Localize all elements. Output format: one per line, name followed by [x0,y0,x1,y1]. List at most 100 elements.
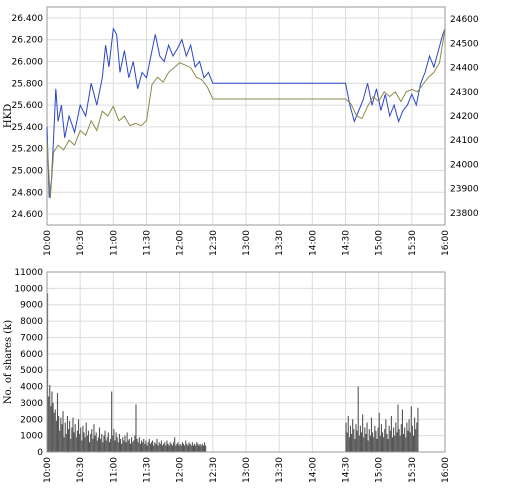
volume-bar [92,438,94,452]
volume-bar [181,442,183,452]
price-line [46,27,446,198]
volume-bar [166,440,168,452]
volume-bar [369,435,371,452]
volume-bar [111,391,113,452]
volume-bar [410,406,412,452]
volume-bar [188,442,190,452]
volume-bar [179,443,181,452]
volume-bar [385,419,387,452]
volume-x-tick-label: 12:00 [176,457,186,483]
volume-x-tick-label: 15:30 [408,457,418,483]
volume-bar [137,442,139,452]
volume-y-tick-label: 5000 [20,366,43,376]
volume-bar [347,416,349,452]
volume-bar [89,442,91,452]
volume-bar [391,437,394,452]
volume-bar [348,437,350,452]
price-x-tick-label: 14:00 [308,230,318,256]
volume-bar [196,442,198,452]
volume-bar [378,412,380,452]
volume-bar [59,430,61,452]
volume-bar [356,430,358,452]
volume-bar [159,443,161,452]
volume-bar [87,430,90,452]
volume-y-tick-label: 3000 [20,399,43,409]
volume-bar [346,432,348,452]
volume-bar [105,440,107,452]
volume-bar [195,445,197,452]
volume-y-tick-label: 10000 [14,284,43,294]
price-x-tick-label: 13:00 [242,230,252,256]
volume-bar [383,437,385,452]
volume-bar [168,445,170,452]
volume-bar [180,445,182,452]
volume-bar [367,440,369,452]
volume-y-axis-label: No. of shares (k) [3,320,14,404]
volume-y-tick-label: 11000 [14,268,43,278]
index-y2-tick-label: 24000 [450,160,479,170]
volume-bar [133,440,135,452]
volume-bar [406,422,408,452]
volume-bar [353,429,355,452]
volume-y-tick-label: 7000 [20,333,43,343]
volume-bar [203,442,206,452]
volume-bar [144,443,146,452]
volume-bar [381,432,384,452]
volume-bar [175,445,177,452]
index-line [46,28,446,199]
volume-bar [63,437,65,452]
volume-bar [127,440,129,452]
volume-bar [108,442,111,452]
volume-bar [64,422,66,452]
volume-bar [55,420,57,452]
volume-bar [54,409,56,452]
price-y-tick-label: 25.000 [12,167,44,177]
index-y2-ticks: 24600 24500 24400 24300 24200 24100 24000 23900… [450,15,479,219]
volume-bar [126,432,128,452]
volume-bar [365,434,367,452]
volume-bar [362,414,364,452]
volume-bar [390,416,392,452]
volume-bar [407,430,409,452]
volume-bar [80,427,82,452]
price-y-tick-label: 26.200 [12,36,44,46]
volume-bar [192,445,195,452]
volume-bar [90,434,92,452]
price-y-tick-label: 24.800 [12,188,44,198]
volume-bar [136,438,138,452]
volume-bar [135,404,137,452]
volume-bar [379,435,381,452]
volume-y-tick-label: 1000 [20,432,43,442]
index-y2-tick-label: 24100 [450,136,479,146]
volume-bar [132,442,134,452]
volume-bar [157,445,159,452]
volume-bar [155,443,157,452]
volume-bar [128,438,130,452]
volume-bar [160,440,162,452]
volume-bar [115,432,117,452]
volume-bar [140,440,143,452]
price-y-tick-label: 25.600 [12,101,44,111]
volume-bar [377,427,379,452]
price-x-tick-label: 14:30 [342,230,352,256]
price-y-tick-label: 25.200 [12,145,44,155]
volume-bar [191,442,193,452]
volume-bar [177,442,179,452]
volume-bar [72,417,74,452]
volume-x-tick-label: 10:30 [76,457,86,483]
volume-bar [198,445,200,452]
volume-bar [116,437,118,452]
volume-bar [152,440,154,452]
volume-bar [74,424,76,452]
volume-bar [169,442,171,452]
volume-bar [125,442,127,452]
volume-bar [205,445,207,452]
volume-bar [85,422,87,452]
volume-bar [153,445,155,452]
price-y-tick-label: 26.000 [12,58,44,68]
price-x-tick-label: 13:30 [275,230,285,256]
index-y2-tick-label: 24500 [450,39,479,49]
volume-bar [48,396,50,452]
volume-bar [145,440,147,452]
volume-bar [376,438,378,452]
